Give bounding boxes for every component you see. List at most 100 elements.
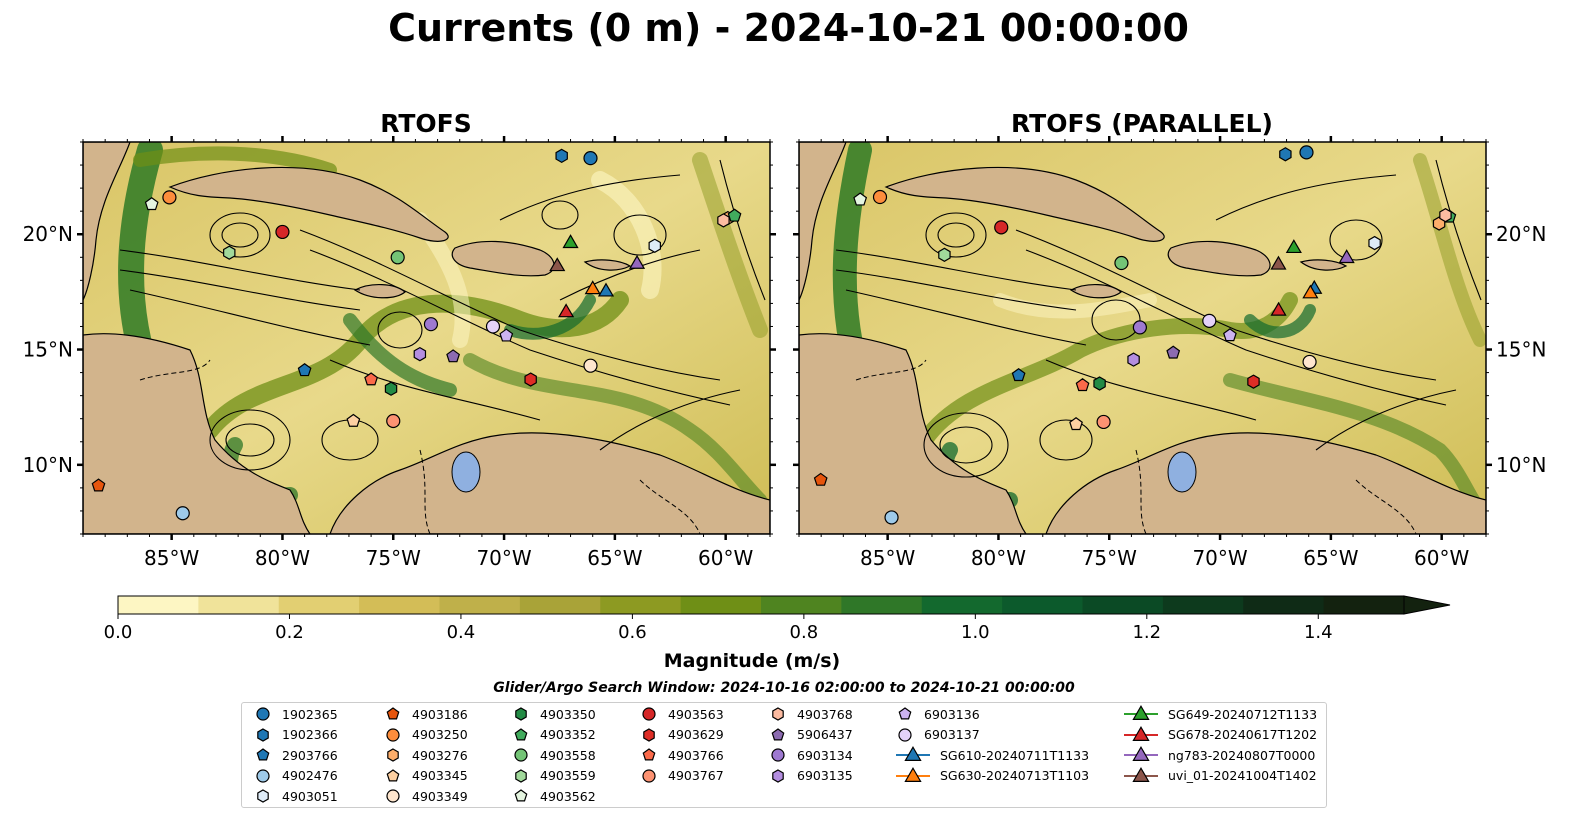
triangle-marker-icon [896, 766, 930, 782]
hexagon-marker-icon [772, 707, 784, 721]
platform-marker-1902366 [1279, 147, 1292, 162]
pentagon-marker-icon [642, 748, 656, 761]
circle-marker-icon [256, 768, 270, 783]
lat-tick-label: 20°N [23, 222, 73, 246]
circle-marker-icon [386, 789, 400, 803]
hexagon-marker-icon [643, 727, 655, 742]
pentagon-marker-icon [642, 748, 656, 761]
legend-item-label: SG610-20240711T1133 [940, 747, 1090, 763]
platform-marker-4903767 [1096, 414, 1111, 430]
platform-marker-1902365 [583, 151, 598, 166]
land-central-america [799, 333, 1027, 534]
lon-tick-label: 65°W [587, 546, 642, 570]
colorbar-segment [921, 596, 1003, 614]
platform-marker-sg630-20240713t1103 [1302, 284, 1319, 299]
pentagon-marker-icon [386, 768, 400, 781]
circle-marker-icon [514, 748, 528, 762]
pentagon-marker-icon [898, 707, 912, 720]
hexagon-marker-icon [643, 727, 655, 742]
pentagon-marker-icon [898, 707, 912, 720]
legend-item-label: 4903766 [668, 747, 724, 763]
longitude-axis: 85°W 80°W 75°W 70°W 65°W 60°W [798, 136, 1487, 570]
latitude-axis: 20°N 15°N 10°N [23, 141, 776, 535]
figure-title: Currents (0 m) - 2024-10-21 00:00:00 [388, 6, 1189, 50]
legend-item-6903136: 6903136 [894, 705, 980, 723]
longitude-axis: 85°W 80°W 75°W 70°W 65°W 60°W [82, 136, 771, 570]
colorbar-extend-arrow [1403, 595, 1451, 615]
platform-marker-6903135 [1127, 352, 1140, 367]
lat-tick-label: 10°N [1496, 453, 1546, 477]
panel-title: RTOFS (PARALLEL) [1011, 109, 1273, 138]
platform-marker-4903350 [384, 381, 398, 396]
platform-marker-6903134 [1132, 320, 1147, 335]
circle-marker-icon [386, 789, 400, 803]
legend-item-4903345: 4903345 [382, 767, 468, 785]
lake-maracaibo [451, 451, 481, 493]
platform-markers [91, 148, 742, 521]
lon-tick-label: 80°W [255, 546, 310, 570]
map-frame [82, 141, 771, 535]
circle-marker-icon [256, 707, 270, 721]
land-cuba [884, 166, 1165, 242]
circle-marker-icon [642, 768, 656, 783]
triangle-marker-icon [1124, 705, 1158, 720]
legend-item-label: 4903276 [412, 747, 468, 763]
triangle-marker-icon [1124, 725, 1158, 741]
platform-marker-uvi-01-20241004t1402 [1270, 255, 1287, 270]
circle-marker-icon [386, 727, 400, 742]
legend-item-label: 1902365 [282, 706, 338, 722]
land-central-america [83, 333, 311, 534]
circle-marker-icon [898, 727, 912, 742]
colorbar-segment [1082, 596, 1164, 614]
platform-marker-4903345 [1069, 417, 1083, 431]
colorbar-segment [1323, 596, 1405, 614]
pentagon-marker-icon [256, 748, 270, 761]
circle-marker-icon [642, 707, 656, 721]
legend-item-ng783-20240807t0000: ng783-20240807T0000 [1122, 746, 1315, 764]
platform-marker-2903766 [297, 363, 312, 377]
land-south-america [329, 432, 770, 534]
legend-item-label: SG630-20240713T1103 [940, 768, 1090, 783]
pentagon-marker-icon [771, 727, 785, 740]
legend-item-label: 4903250 [412, 727, 468, 742]
legend-item-label: 4903768 [797, 706, 853, 722]
platform-marker-sg610-20240711t1133 [597, 282, 615, 297]
legend-item-4903051: 4903051 [252, 787, 338, 805]
platform-markers [813, 145, 1457, 525]
legend-item-sg630-20240713t1103: SG630-20240713T1103 [894, 766, 1090, 785]
pentagon-marker-icon [514, 727, 528, 740]
streamlines [835, 159, 1482, 478]
triangle-marker-icon [904, 766, 922, 782]
circle-marker-icon [898, 727, 912, 742]
legend-item-label: 5906437 [797, 727, 853, 742]
land-hispaniola [1167, 240, 1271, 277]
borders [855, 359, 1417, 534]
panel-rtofs: RTOFS [23, 109, 776, 570]
platform-marker-6903135 [413, 346, 427, 362]
hexagon-marker-icon [257, 727, 269, 742]
triangle-marker-icon [896, 746, 930, 761]
legend-item-sg610-20240711t1133: SG610-20240711T1133 [894, 746, 1089, 764]
platform-marker-4903250 [872, 189, 888, 205]
pentagon-marker-icon [386, 768, 400, 781]
lat-tick-label: 20°N [1496, 222, 1546, 246]
legend-item-6903134: 6903134 [767, 746, 853, 764]
lat-tick-label: 10°N [23, 453, 73, 477]
colorbar-segment [600, 596, 682, 614]
legend-item-label: 4903563 [668, 706, 724, 722]
platform-marker-4903768 [1439, 207, 1452, 223]
pentagon-marker-icon [386, 707, 400, 720]
legend-item-label: 2903766 [282, 747, 338, 763]
legend: 1902365 1902366 2903766 4902476 4903051 49031… [241, 702, 1327, 808]
legend-item-6903137: 6903137 [894, 726, 980, 744]
platform-marker-4903563 [994, 220, 1009, 235]
platform-marker-6903136 [1223, 328, 1237, 342]
colorbar: 0.0 0.2 0.4 0.6 0.8 1.0 1.2 1.4 Magnitude (m/s) [104, 595, 1451, 672]
legend-item-label: 6903136 [924, 706, 980, 722]
platform-marker-5906437 [446, 349, 460, 363]
legend-item-label: 4903562 [540, 788, 596, 804]
land-jamaica [353, 284, 406, 299]
triangle-marker-icon [1132, 705, 1150, 720]
legend-item-4903349: 4903349 [382, 787, 468, 805]
hexagon-marker-icon [515, 707, 527, 721]
